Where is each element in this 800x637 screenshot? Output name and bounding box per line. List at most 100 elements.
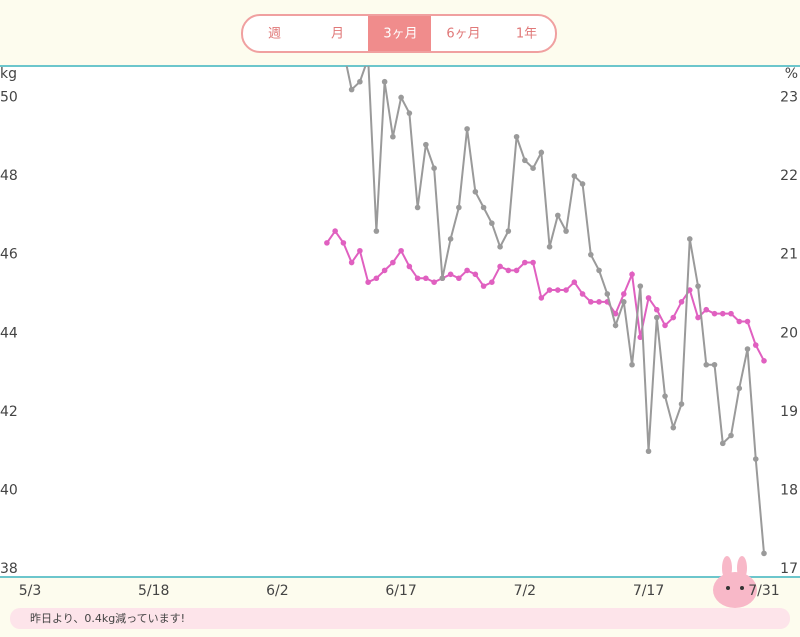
point	[620, 299, 627, 305]
y-unit: kg	[0, 66, 17, 82]
point	[678, 299, 685, 305]
point	[752, 456, 759, 462]
y-tick-label: 42	[0, 404, 18, 420]
mascot	[713, 556, 757, 608]
point	[703, 306, 710, 313]
point	[332, 228, 338, 234]
point	[563, 228, 569, 234]
tab[interactable]: 1年	[516, 27, 537, 42]
point	[513, 133, 520, 140]
y2-unit: %	[785, 66, 798, 82]
series-line	[345, 66, 765, 554]
point	[324, 240, 330, 246]
plot	[324, 66, 767, 557]
tab[interactable]: 3ヶ月	[383, 27, 417, 42]
point	[513, 267, 520, 274]
point	[348, 259, 355, 266]
point	[678, 401, 685, 407]
point	[505, 228, 512, 234]
point	[596, 299, 602, 305]
point	[390, 259, 396, 266]
point	[456, 204, 462, 211]
point	[373, 275, 380, 282]
point	[728, 432, 734, 439]
point	[398, 247, 404, 254]
point	[612, 322, 619, 329]
point	[340, 240, 347, 246]
point	[662, 322, 668, 329]
point	[406, 110, 413, 116]
point	[398, 94, 404, 101]
point	[620, 291, 627, 297]
y-tick-label: 38	[0, 561, 18, 577]
point	[546, 244, 553, 250]
y-tick-label: 48	[0, 168, 18, 184]
point	[538, 295, 545, 301]
x-tick-label: 5/3	[19, 583, 42, 599]
point	[645, 448, 652, 455]
point	[348, 86, 355, 93]
point	[489, 279, 495, 285]
plot-background	[0, 66, 800, 577]
x-tick-label: 5/18	[138, 583, 169, 599]
point	[719, 440, 726, 447]
point	[728, 310, 734, 317]
point	[538, 149, 545, 156]
y2-tick-label: 22	[780, 168, 798, 184]
point	[390, 133, 396, 140]
point	[719, 310, 726, 317]
point	[637, 334, 644, 341]
point	[406, 263, 413, 270]
point	[761, 550, 767, 557]
point	[695, 283, 701, 289]
point	[464, 126, 470, 132]
point	[439, 275, 446, 282]
point	[711, 310, 718, 317]
point	[414, 275, 421, 282]
point	[456, 275, 462, 282]
point	[480, 283, 487, 289]
point	[357, 78, 363, 85]
x-tick-label: 7/2	[514, 583, 537, 599]
point	[414, 204, 421, 211]
point	[670, 424, 677, 431]
point	[530, 259, 536, 266]
point	[653, 314, 660, 321]
point	[571, 279, 578, 285]
point	[686, 287, 693, 293]
point	[447, 271, 454, 278]
point	[522, 259, 528, 266]
message: 昨日より、0.4kg減っています!	[30, 611, 185, 625]
point	[480, 204, 487, 211]
y2-tick-label: 18	[780, 483, 798, 499]
x-tick-label: 6/2	[266, 583, 289, 599]
tab[interactable]: 週	[268, 27, 281, 42]
point	[604, 291, 611, 297]
point	[530, 165, 536, 171]
point	[571, 173, 578, 179]
point	[703, 361, 710, 368]
point	[555, 287, 561, 293]
point	[373, 228, 380, 234]
point	[629, 361, 635, 368]
point	[637, 283, 644, 289]
point	[555, 212, 561, 219]
x-tick-label: 6/17	[385, 583, 416, 599]
point	[744, 346, 751, 352]
point	[489, 220, 495, 227]
point	[645, 295, 652, 301]
point	[588, 251, 594, 258]
message-bar	[10, 608, 790, 629]
point	[381, 78, 388, 85]
y2-tick-label: 17	[780, 561, 798, 577]
point	[653, 306, 660, 313]
point	[472, 271, 479, 278]
y2-tick-label: 19	[780, 404, 798, 420]
tab[interactable]: 月	[331, 27, 344, 42]
tab[interactable]: 6ヶ月	[446, 27, 480, 42]
y-tick-label: 44	[0, 325, 18, 341]
point	[423, 141, 429, 148]
point	[579, 291, 586, 297]
x-tick-label: 7/31	[748, 583, 779, 599]
